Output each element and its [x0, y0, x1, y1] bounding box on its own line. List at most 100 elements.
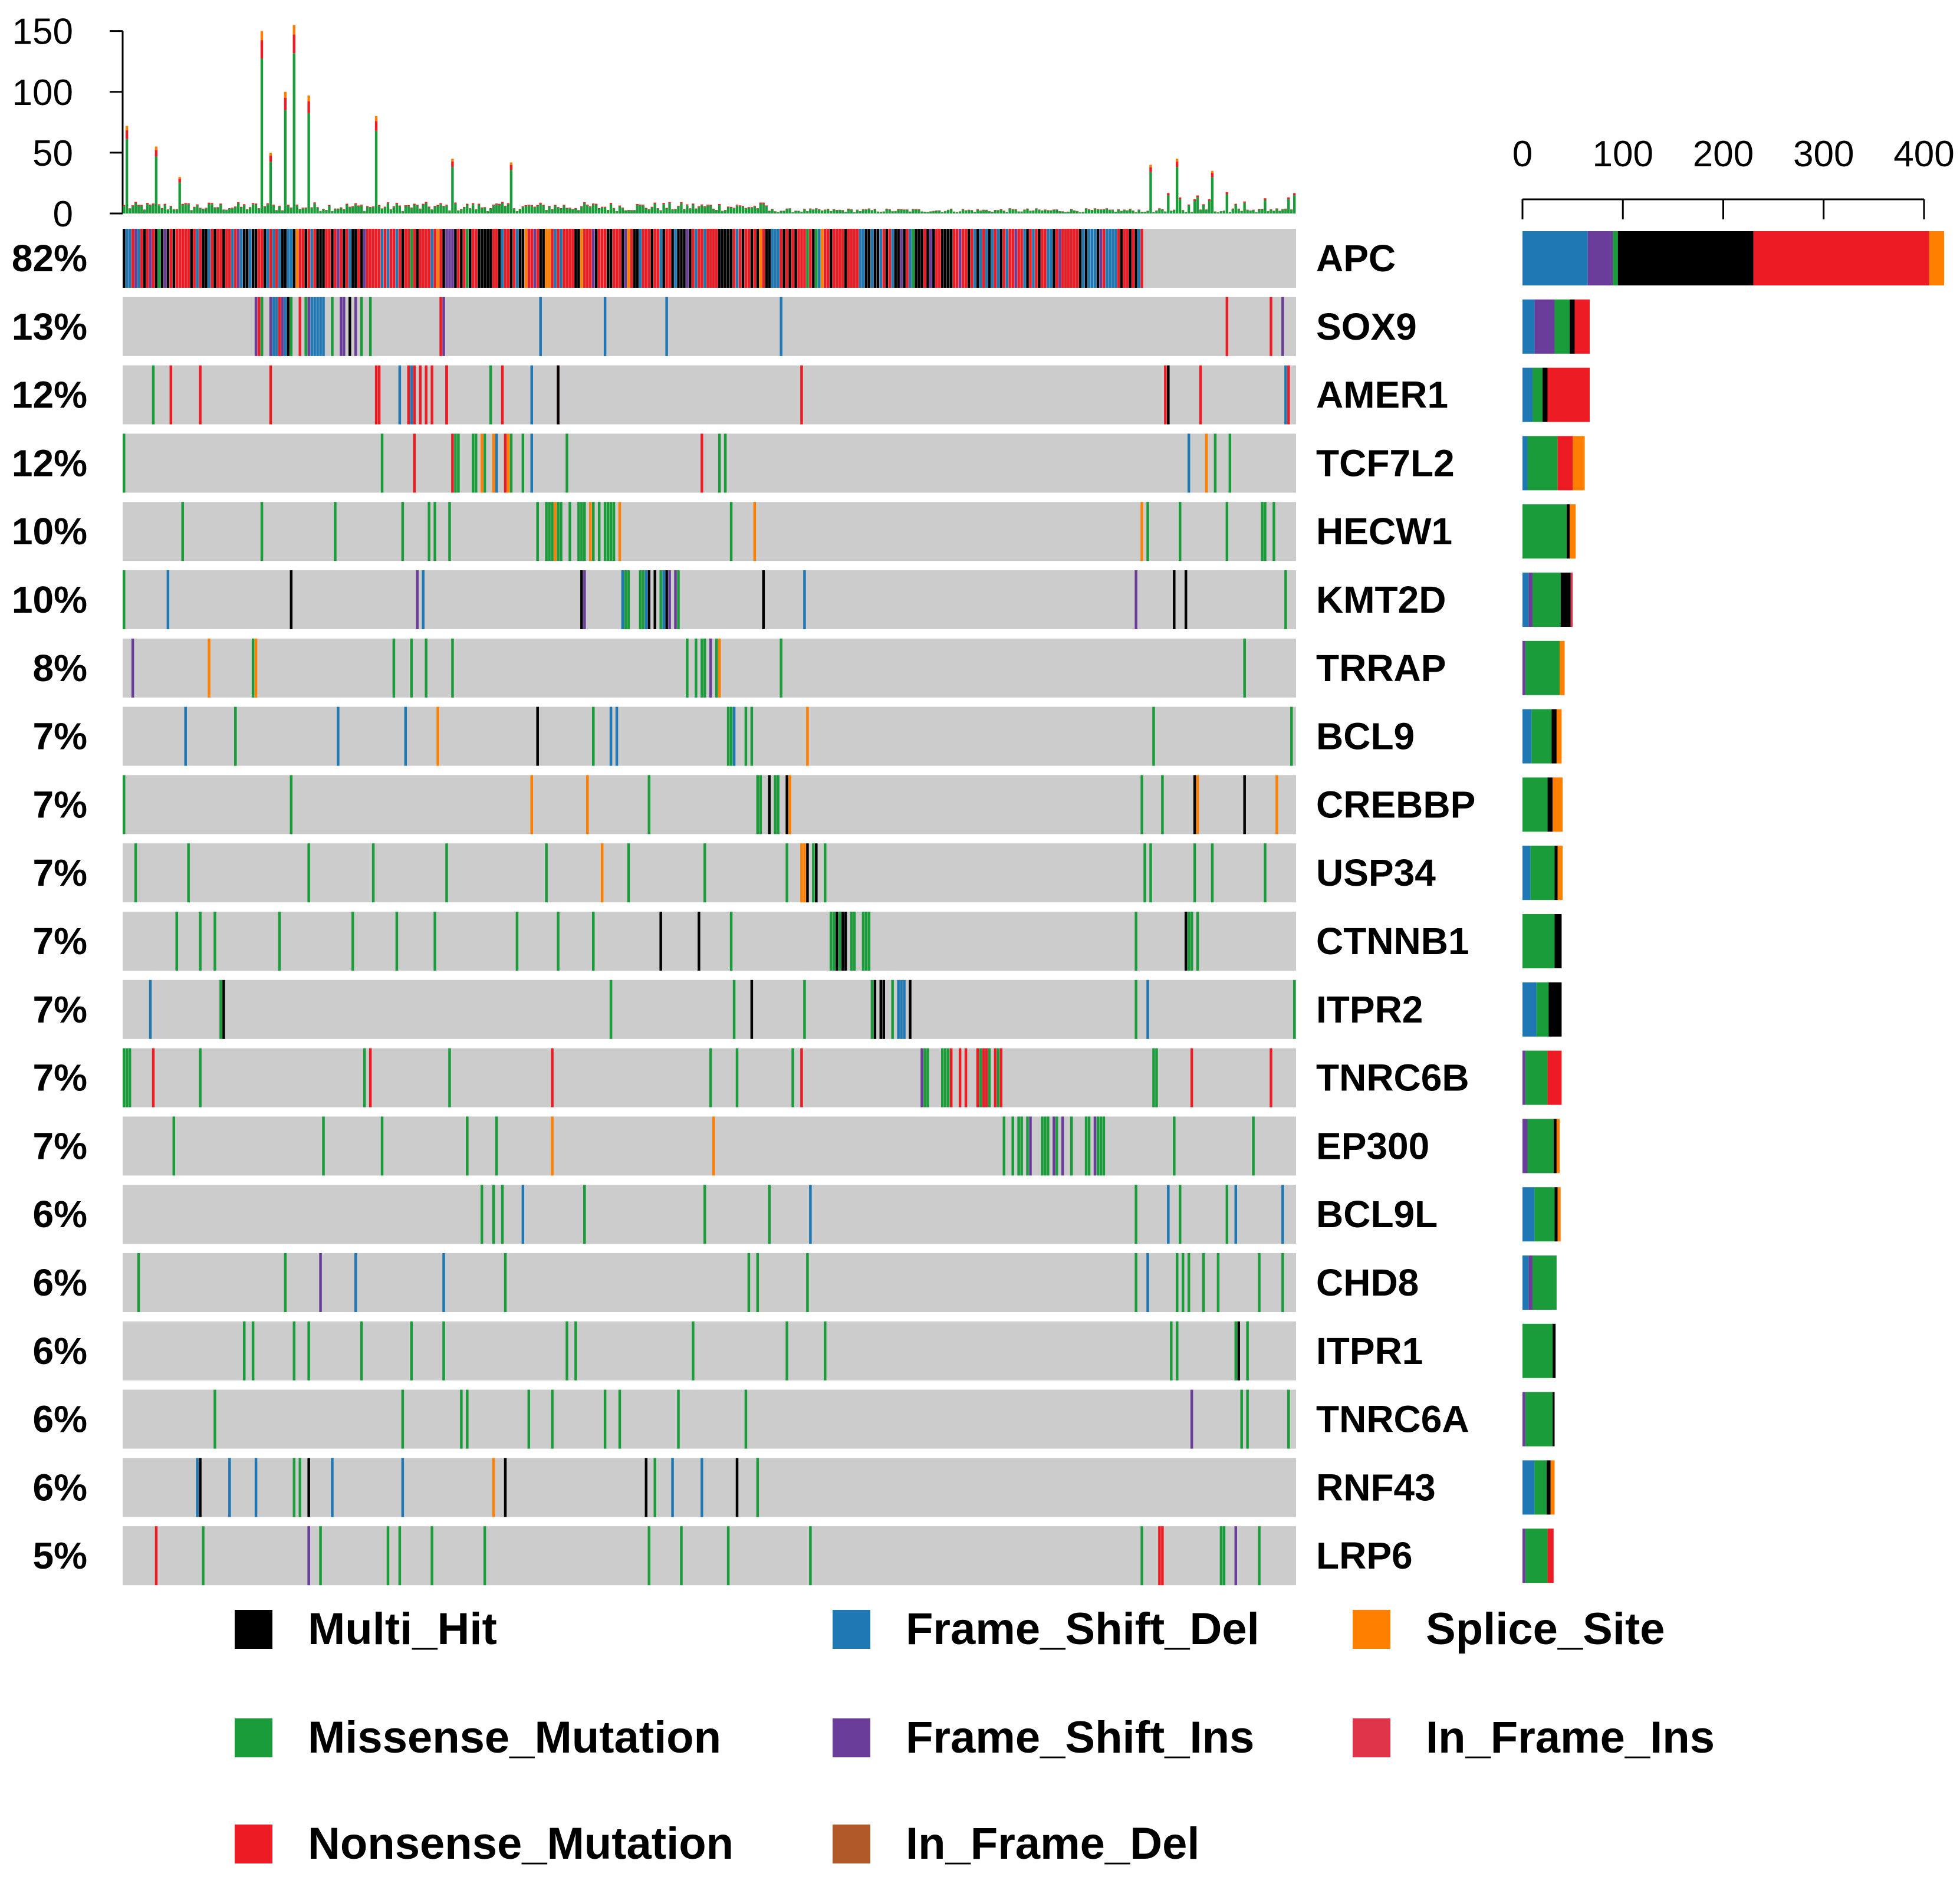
- tmb-bar-missense: [686, 205, 688, 213]
- tmb-bar-missense: [788, 209, 791, 213]
- matrix-cell-missense-mutation: [568, 502, 571, 561]
- matrix-cell-missense-mutation: [759, 775, 762, 834]
- tmb-bar-missense: [495, 205, 498, 213]
- tmb-bar-nonsense: [759, 202, 762, 203]
- matrix-cell-missense-mutation: [433, 912, 436, 971]
- tmb-bar-missense: [498, 205, 501, 213]
- tmb-bar-missense: [340, 208, 342, 213]
- matrix-cell-frame-shift-del: [1032, 229, 1034, 288]
- matrix-cell-multi-hit: [143, 229, 146, 288]
- matrix-cell-nonsense-mutation: [712, 229, 715, 288]
- matrix-cell-missense-mutation: [472, 433, 474, 492]
- tmb-bar-missense: [176, 210, 178, 213]
- tmb-bar-nonsense: [1167, 193, 1169, 195]
- matrix-cell-missense-mutation: [785, 1322, 788, 1380]
- matrix-cell-multi-hit: [836, 912, 838, 971]
- matrix-cell-missense-mutation: [1097, 1116, 1099, 1175]
- matrix-cell-missense-mutation: [583, 502, 586, 561]
- matrix-cell-nonsense-mutation: [413, 229, 416, 288]
- matrix-cell-missense-mutation: [577, 502, 580, 561]
- matrix-cell-frame-shift-del: [880, 229, 882, 288]
- tmb-bar-missense: [184, 204, 186, 213]
- tmb-bar-missense: [554, 206, 556, 213]
- legend-swatch-in-frame-ins: [1353, 1718, 1390, 1757]
- matrix-cell-missense-mutation: [1290, 707, 1293, 766]
- matrix-cell-nonsense-mutation: [780, 229, 782, 288]
- mutation-matrix: [123, 229, 1296, 1585]
- tmb-bar-nonsense: [706, 205, 709, 206]
- matrix-row-ep300: [123, 1116, 1296, 1175]
- tmb-bar-splice: [261, 31, 263, 40]
- matrix-cell-nonsense-mutation: [384, 229, 386, 288]
- tmb-bar-missense: [134, 203, 137, 213]
- matrix-cell-nonsense-mutation: [211, 229, 213, 288]
- tmb-bar-nonsense: [809, 208, 811, 209]
- tmb-bar-missense: [390, 210, 392, 213]
- tmb-bar-missense: [850, 210, 853, 213]
- tmb-bar-missense: [757, 209, 759, 213]
- matrix-cell-multi-hit: [736, 1458, 738, 1517]
- tmb-bar-missense: [1103, 209, 1105, 213]
- tmb-bar-nonsense: [888, 209, 890, 210]
- matrix-cell-frame-shift-del: [671, 1458, 673, 1517]
- matrix-cell-frame-shift-del: [1106, 229, 1108, 288]
- matrix-cell-missense-mutation: [481, 1185, 483, 1244]
- matrix-cell-multi-hit: [782, 229, 785, 288]
- matrix-cell-nonsense-mutation: [1140, 229, 1143, 288]
- tmb-bar-nonsense: [164, 204, 166, 205]
- matrix-cell-nonsense-mutation: [613, 229, 615, 288]
- tmb-bar-missense: [630, 211, 633, 213]
- tmb-bar-nonsense: [167, 209, 169, 210]
- matrix-cell-missense-mutation: [528, 1390, 530, 1449]
- matrix-cell-nonsense-mutation: [1226, 297, 1228, 356]
- tmb-bar-missense: [196, 205, 198, 213]
- tmb-bar-missense: [413, 205, 416, 213]
- tmb-bar-missense: [897, 209, 899, 213]
- tmb-bar-missense: [1120, 211, 1123, 213]
- matrix-cell-nonsense-mutation: [962, 229, 964, 288]
- tmb-bar-missense: [129, 209, 131, 213]
- tmb-bar-nonsense: [662, 203, 665, 204]
- tmb-bar-nonsense: [680, 202, 682, 203]
- matrix-cell-nonsense-mutation: [199, 229, 201, 288]
- matrix-cell-frame-shift-del: [665, 297, 667, 356]
- tmb-bar-nonsense: [222, 209, 225, 210]
- side-bar-segment-multi-hit: [1561, 573, 1571, 627]
- matrix-cell-missense-mutation: [1173, 1116, 1175, 1175]
- matrix-cell-frame-shift-del: [272, 229, 275, 288]
- gene-name-label: CHD8: [1316, 1261, 1419, 1304]
- matrix-cell-frame-shift-ins: [583, 570, 586, 629]
- matrix-cell-missense-mutation: [648, 1526, 650, 1585]
- tmb-bar-missense: [557, 208, 559, 213]
- matrix-cell-missense-mutation: [1011, 1116, 1014, 1175]
- tmb-bar-nonsense: [645, 208, 647, 209]
- tmb-bar-nonsense: [850, 209, 853, 210]
- gene-percent-label: 7%: [33, 988, 88, 1031]
- tmb-bar-nonsense: [264, 206, 266, 207]
- matrix-cell-multi-hit: [205, 229, 207, 288]
- tmb-bar-nonsense: [671, 209, 673, 210]
- matrix-cell-nonsense-mutation: [504, 433, 507, 492]
- matrix-cell-missense-mutation: [261, 502, 263, 561]
- tmb-bar-nonsense: [436, 205, 439, 206]
- tmb-bar-nonsense: [580, 206, 583, 207]
- side-bar-segment-missense-mutation: [1534, 1460, 1546, 1514]
- matrix-cell-frame-shift-del: [900, 980, 902, 1039]
- tmb-bar-missense: [1185, 212, 1187, 213]
- tmb-bar-nonsense: [378, 205, 380, 206]
- side-bar-segment-missense-mutation: [1533, 1255, 1557, 1310]
- tmb-bar-missense: [313, 203, 315, 213]
- tmb-bar-missense: [1267, 211, 1269, 213]
- tmb-bar-nonsense: [425, 202, 427, 203]
- tmb-bar-nonsense: [601, 207, 603, 208]
- matrix-cell-multi-hit: [610, 229, 612, 288]
- matrix-cell-frame-shift-del: [442, 1253, 445, 1312]
- matrix-cell-nonsense-mutation: [598, 229, 600, 288]
- matrix-cell-missense-mutation: [176, 912, 178, 971]
- matrix-cell-missense-mutation: [604, 502, 606, 561]
- tmb-bar-splice: [284, 92, 287, 98]
- matrix-cell-missense-mutation: [695, 639, 697, 698]
- tmb-bar-missense: [833, 209, 835, 213]
- matrix-cell-frame-shift-del: [1167, 1185, 1169, 1244]
- tmb-bar-missense: [1073, 211, 1076, 213]
